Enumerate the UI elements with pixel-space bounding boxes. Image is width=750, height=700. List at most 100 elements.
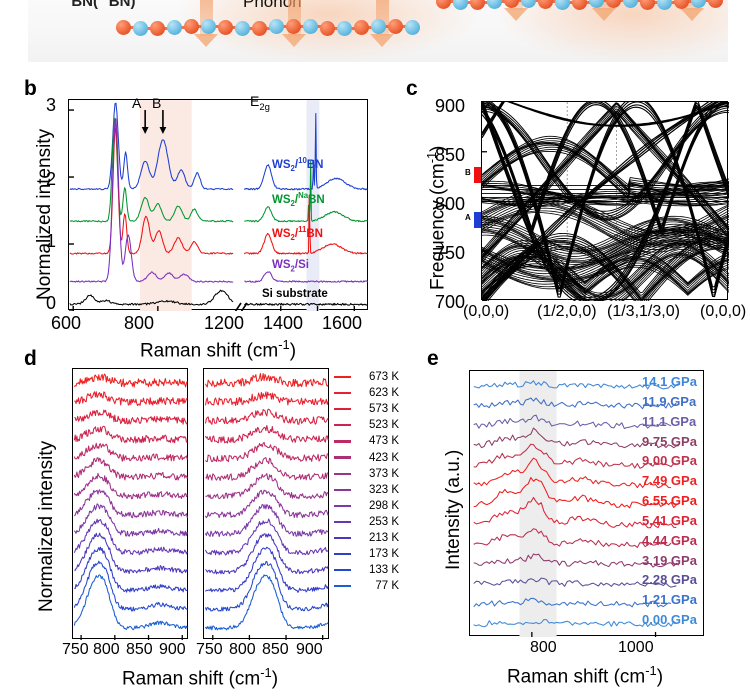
isotope-label: 10BN(11BN) xyxy=(60,0,136,10)
atom-bond xyxy=(395,24,412,28)
panel-d-legend-item[interactable]: 77 K xyxy=(334,578,399,594)
panel-e-xlabel: Raman shift (cm-1) xyxy=(506,663,664,688)
panel-b-xtick-1600: 1600 xyxy=(322,313,363,333)
boron-atom xyxy=(674,0,689,10)
atom-bond xyxy=(630,0,647,3)
panel-b-ytick-3: 3 xyxy=(46,95,57,115)
atom-bond xyxy=(528,0,545,3)
nitrogen-atom xyxy=(521,0,536,9)
panel-b-ytick-1: 1 xyxy=(46,231,57,251)
boron-atom xyxy=(708,0,723,8)
panel-b-trace-label-ws2-si: WS2/Si xyxy=(272,259,309,274)
atom-bond xyxy=(613,0,630,2)
nitrogen-atom xyxy=(691,0,706,9)
panel-e-xtick-1000: 1000 xyxy=(618,639,654,656)
legend-label: 298 K xyxy=(368,499,399,512)
panel-d-legend-item[interactable]: 673 K xyxy=(334,369,399,385)
legend-color-swatch xyxy=(334,536,351,540)
boron-atom xyxy=(184,18,199,34)
panel-letter-b: b xyxy=(24,77,37,100)
boron-atom xyxy=(606,0,621,8)
panel-d-plot-ws2-11bn[interactable] xyxy=(72,368,188,640)
atom-bond xyxy=(123,26,140,29)
panel-d-legend-item[interactable]: 473 K xyxy=(334,433,399,449)
panel-d-p2-xtick-900: 900 xyxy=(296,641,323,658)
panel-d-ylabel: Normalized intensity xyxy=(36,440,57,612)
nitrogen-atom xyxy=(235,21,250,37)
panel-d-legend-item[interactable]: 573 K xyxy=(334,401,399,417)
legend-color-swatch xyxy=(334,392,351,395)
legend-label: 673 K xyxy=(368,371,399,384)
panel-e-pressure-label: 2.28 GPa xyxy=(642,572,697,588)
panel-d-legend-item[interactable]: 133 K xyxy=(334,562,399,578)
panel-b-spectra xyxy=(69,100,368,311)
panel-d-legend-item[interactable]: 373 K xyxy=(334,466,399,482)
legend-label: 523 K xyxy=(368,419,399,432)
phonon-label: Phonon xyxy=(243,0,302,11)
atom-bond xyxy=(293,24,310,28)
panel-e-spectra xyxy=(473,371,680,637)
nitrogen-atom xyxy=(623,0,638,9)
panel-d-legend-item[interactable]: 213 K xyxy=(334,530,399,546)
atom-bond xyxy=(664,1,681,5)
atom-bond xyxy=(579,0,596,4)
panel-e-pressure-label: 0.00 GPa xyxy=(642,612,697,627)
panel-b-xtick-1400: 1400 xyxy=(263,313,304,333)
nitrogen-atom xyxy=(657,0,672,11)
panel-b-ytick-2: 2 xyxy=(46,169,57,189)
atom-bond xyxy=(140,27,157,31)
panel-d-legend-item[interactable]: 623 K xyxy=(334,385,399,401)
panel-e-ylabel: Intensity (a.u.) xyxy=(443,449,464,570)
legend-label: 423 K xyxy=(368,451,399,464)
panel-c-ytick-850: 850 xyxy=(435,145,466,165)
legend-label: 623 K xyxy=(368,387,399,400)
panel-d-p1-xtick-900: 900 xyxy=(159,641,186,658)
atom-bond xyxy=(327,26,344,30)
panel-d-legend-item[interactable]: 523 K xyxy=(334,417,399,433)
nitrogen-atom xyxy=(133,21,148,37)
panel-letter-e: e xyxy=(427,347,439,370)
panel-e-pressure-label: 14.1 GPa xyxy=(642,374,697,389)
legend-color-swatch xyxy=(334,569,351,572)
legend-label: 323 K xyxy=(368,483,399,496)
atom-bond xyxy=(647,0,664,4)
atom-bond xyxy=(494,0,511,3)
boron-atom xyxy=(572,0,587,10)
panel-e-pressure-label: 11.9 GPa xyxy=(642,393,697,409)
panel-b-plot[interactable] xyxy=(68,99,368,311)
panel-d-spectra-11bn xyxy=(73,373,188,640)
panel-c-plot[interactable] xyxy=(481,101,729,301)
panel-letter-d: d xyxy=(24,347,37,370)
atom-bond xyxy=(174,25,191,29)
boron-atom xyxy=(218,20,233,36)
panel-d-legend-item[interactable]: 253 K xyxy=(334,514,399,530)
nitrogen-atom xyxy=(337,21,352,37)
panel-c-marker-a xyxy=(474,212,483,228)
panel-d-p2-xtick-750: 750 xyxy=(196,641,223,658)
panel-b-trace-label-ws2-11bn: WS2/11BN xyxy=(272,225,323,243)
nitrogen-atom xyxy=(453,0,468,11)
atom-bond xyxy=(562,1,579,5)
panel-d-legend-item[interactable]: 298 K xyxy=(334,498,399,514)
boron-atom xyxy=(538,0,553,10)
legend-color-swatch xyxy=(334,375,351,379)
boron-atom xyxy=(320,20,335,36)
legend-label: 573 K xyxy=(368,403,399,416)
panel-b-xtick-600: 600 xyxy=(51,313,82,333)
panel-e-pressure-label: 4.44 GPa xyxy=(642,532,697,548)
boron-atom xyxy=(116,20,131,35)
panel-b-ylabel: Normalized intensity xyxy=(34,128,55,300)
panel-c-ytick-900: 900 xyxy=(435,96,466,116)
panel-b-xtick-1200: 1200 xyxy=(204,313,245,333)
panel-c-ytick-750: 750 xyxy=(435,243,466,263)
panel-d-legend-item[interactable]: 423 K xyxy=(334,449,399,465)
atom-bond xyxy=(681,0,698,4)
panel-d-plot-ws2-10bn[interactable] xyxy=(203,368,329,640)
panel-e-plot[interactable] xyxy=(469,370,704,637)
nitrogen-atom xyxy=(303,19,318,35)
legend-color-swatch xyxy=(334,520,351,523)
panel-d-legend-item[interactable]: 173 K xyxy=(334,546,399,562)
panel-e-pressure-label: 6.55 GPa xyxy=(642,493,697,508)
legend-color-swatch xyxy=(334,456,351,459)
panel-d-legend-item[interactable]: 323 K xyxy=(334,482,399,498)
